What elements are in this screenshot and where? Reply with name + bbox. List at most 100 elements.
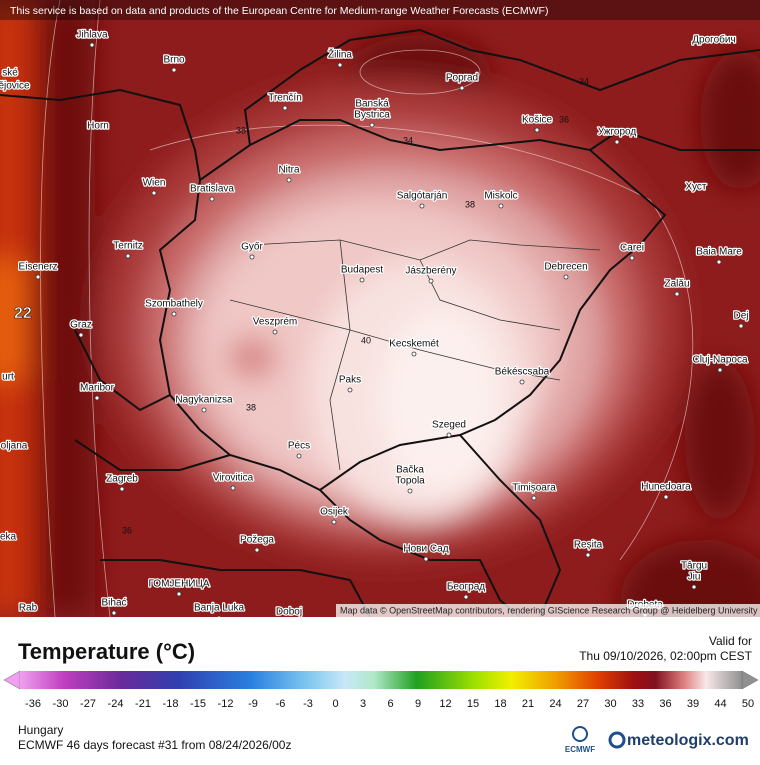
city-label: Poprad (446, 73, 478, 84)
colorbar-high-arrow (741, 670, 759, 690)
city-label: Paks (339, 375, 361, 386)
city-label: urt (2, 372, 14, 383)
colorbar-tick-label: 33 (632, 698, 644, 710)
isotherms (40, 0, 694, 617)
city-label: Doboj (276, 607, 302, 618)
city-label: Timișoara (512, 483, 556, 494)
colorbar-tick-label: -21 (135, 698, 151, 710)
city-dot (674, 291, 680, 297)
city-dot (563, 274, 569, 280)
colorbar-tick-label: 27 (577, 698, 589, 710)
city-dot (119, 486, 125, 492)
city-dot (35, 274, 41, 280)
city-dot (171, 67, 177, 73)
brand-icon (608, 731, 626, 749)
valid-label: Valid for (709, 634, 752, 648)
city-dot (423, 556, 429, 562)
city-dot (614, 139, 620, 145)
city-label: Cluj-Napoca (692, 355, 747, 366)
valid-time: Thu 09/10/2026, 02:00pm CEST (579, 649, 752, 663)
isotherm-label: 38 (465, 199, 475, 209)
isotherm-labels: 38 34 36 34 38 40 38 36 (122, 76, 589, 535)
city-dot (254, 547, 260, 553)
city-label: Trenčín (268, 93, 302, 104)
isotherm-label: 34 (579, 76, 589, 86)
colorbar-tick-label: 30 (604, 698, 616, 710)
colorbar-ticks: -36 -30 -27 -24 -21 -18 -15 -12 -9 -6 -3 0 3 6 9 12 15 18… (25, 698, 754, 710)
isotherm-label: 38 (236, 125, 246, 135)
city-dot (249, 254, 255, 260)
colorbar-tick-label: 3 (360, 698, 366, 710)
city-label: Požega (240, 535, 274, 546)
city-label: ské (2, 68, 18, 79)
city-dot (717, 367, 723, 373)
city-label: Jiu (688, 572, 701, 583)
colorbar-tick-label: 6 (387, 698, 393, 710)
city-label: Bihać (101, 598, 126, 609)
city-label: Carei (620, 243, 644, 254)
city-label: Košice (522, 115, 552, 126)
colorbar-tick-label: 21 (522, 698, 534, 710)
colorbar-tick-label: -18 (163, 698, 179, 710)
colorbar-tick-label: -12 (218, 698, 234, 710)
city-label: oljana (1, 441, 28, 452)
isotherm-label: 40 (361, 335, 371, 345)
city-dot (369, 122, 375, 128)
isotherm-label: 36 (122, 525, 132, 535)
city-dot (519, 379, 525, 385)
city-label: Szeged (432, 420, 466, 431)
city-label: Rab (19, 603, 38, 614)
city-dot (331, 519, 337, 525)
city-label: Horn (87, 121, 109, 132)
city-label: Maribor (80, 383, 115, 394)
colorbar-tick-label: 18 (494, 698, 506, 710)
city-label: Baia Mare (696, 247, 742, 258)
city-label: Békéscsaba (495, 367, 550, 378)
city-label: Banja Luka (194, 603, 244, 614)
city-dot (337, 62, 343, 68)
colorbar-tick-label: 39 (687, 698, 699, 710)
notice-bar (0, 0, 760, 20)
brand: meteologix.com (627, 732, 749, 749)
colorbar-low-arrow (3, 670, 21, 690)
colorbar-tick-label: -36 (25, 698, 41, 710)
city-dot (359, 277, 365, 283)
city-dot (230, 485, 236, 491)
ecmwf-logo: ECMWF (565, 745, 595, 754)
city-dot (287, 620, 291, 624)
edge-value: 22 (14, 305, 32, 322)
colorbar (20, 671, 742, 689)
city-dot (691, 584, 697, 590)
colorbar-tick-label: 24 (549, 698, 561, 710)
city-dot (585, 552, 591, 558)
city-label: Zagreb (106, 474, 138, 485)
city-label: Bratislava (190, 184, 234, 195)
city-dot (89, 42, 95, 48)
city-label: ГОМЈЕНИЦА (148, 579, 209, 590)
city-dot (738, 323, 744, 329)
region: Hungary (18, 723, 63, 737)
city-label: Nitra (278, 165, 300, 176)
city-label: Kecskemét (389, 339, 439, 350)
city-label: Дрогобич (692, 34, 735, 46)
city-dot (282, 105, 288, 111)
city-dot (209, 196, 215, 202)
city-dot (151, 190, 157, 196)
city-dot (216, 615, 222, 617)
colorbar-tick-label: -6 (276, 698, 286, 710)
colorbar-tick-label: -30 (53, 698, 69, 710)
city-dot (171, 311, 177, 317)
city-dot (201, 407, 207, 413)
city-label: Topola (395, 476, 425, 487)
city-label: eka (0, 532, 16, 543)
city-label: Ternitz (113, 241, 142, 252)
city-dot (78, 332, 84, 338)
city-label: Bystrica (354, 110, 390, 121)
city-label: Nagykanizsa (175, 395, 233, 406)
city-label: Reșita (574, 540, 603, 551)
city-dot (459, 85, 465, 91)
city-dot (446, 432, 452, 438)
ecmwf-icon (572, 726, 588, 742)
city-label: Budapest (341, 265, 383, 276)
